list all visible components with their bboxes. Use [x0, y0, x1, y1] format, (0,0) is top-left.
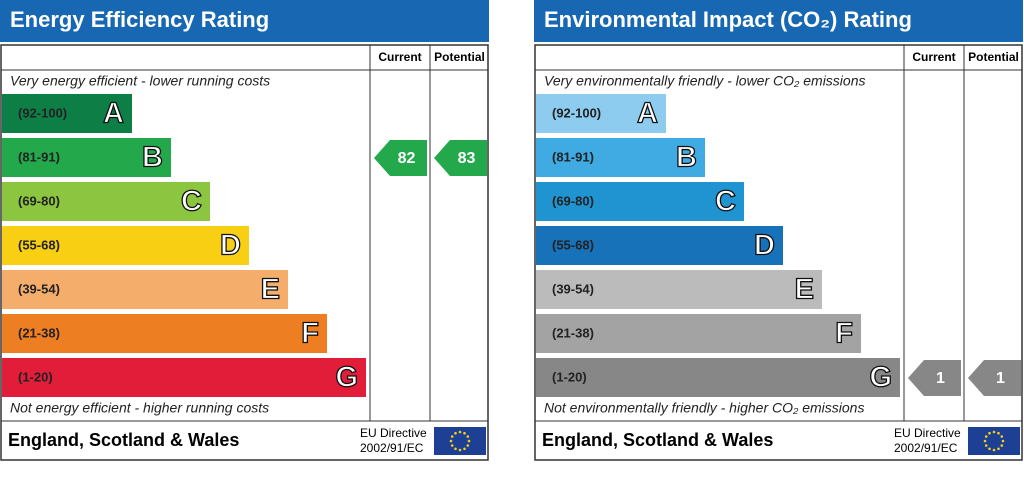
column-header: Current	[378, 50, 421, 64]
eu-star	[1000, 444, 1004, 447]
bottom-note: Not energy efficient - higher running co…	[10, 400, 269, 416]
band-letter: A	[637, 98, 658, 130]
band-letter: E	[261, 274, 280, 306]
table-frame	[534, 44, 1023, 461]
eu-star	[466, 444, 470, 447]
rating-band	[2, 182, 210, 221]
panel-title: Energy Efficiency Rating	[10, 7, 269, 32]
eu-star	[992, 448, 996, 452]
rating-arrow	[434, 140, 487, 176]
top-note: Very environmentally friendly - lower CO…	[544, 73, 865, 89]
rating-band	[2, 358, 366, 397]
band-range: (55-68)	[552, 237, 594, 252]
rating-panel: Energy Efficiency Rating Current Potential…	[0, 0, 489, 461]
rating-band	[536, 94, 666, 133]
rating-value: 1	[996, 370, 1005, 387]
rating-band	[2, 94, 132, 133]
rating-band	[536, 182, 744, 221]
band-range: (1-20)	[552, 369, 587, 384]
directive-line: 2002/91/EC	[360, 441, 424, 455]
table-frame	[0, 44, 489, 461]
band-letter: F	[835, 318, 853, 350]
band-range: (69-80)	[18, 193, 60, 208]
eu-star	[458, 448, 462, 452]
band-letter: G	[335, 362, 358, 394]
panel-title: Environmental Impact (CO₂) Rating	[544, 7, 912, 32]
rating-band	[536, 358, 900, 397]
eu-star	[454, 447, 457, 451]
title-bar	[534, 0, 1023, 42]
directive-line: EU Directive	[360, 426, 427, 440]
band-letter: G	[869, 362, 892, 394]
eu-star	[450, 444, 454, 447]
eu-star	[992, 430, 996, 434]
eu-star	[997, 431, 1000, 435]
band-range: (69-80)	[552, 193, 594, 208]
rating-value: 83	[458, 150, 476, 167]
band-letter: C	[181, 186, 202, 218]
eu-star	[454, 431, 457, 435]
eu-star	[997, 447, 1000, 451]
rating-band	[2, 138, 171, 177]
footer-text: England, Scotland & Wales	[542, 430, 773, 450]
band-letter: D	[220, 230, 241, 262]
column-header: Potential	[968, 50, 1019, 64]
column-header: Current	[912, 50, 955, 64]
band-letter: A	[103, 98, 124, 130]
band-range: (21-38)	[552, 325, 594, 340]
band-letter: E	[795, 274, 814, 306]
band-letter: B	[142, 142, 163, 174]
band-letter: C	[715, 186, 736, 218]
eu-star	[984, 435, 988, 438]
eu-star	[1000, 435, 1004, 438]
band-range: (1-20)	[18, 369, 53, 384]
rating-arrow	[968, 360, 1021, 396]
band-range: (39-54)	[18, 281, 60, 296]
eu-star	[458, 430, 462, 434]
eu-star	[450, 435, 454, 438]
band-range: (21-38)	[18, 325, 60, 340]
band-range: (81-91)	[18, 149, 60, 164]
band-letter: D	[754, 230, 775, 262]
band-letter: B	[676, 142, 697, 174]
eu-star	[449, 439, 453, 443]
directive-line: 2002/91/EC	[894, 441, 958, 455]
eu-star	[988, 447, 991, 451]
eu-star	[466, 435, 470, 438]
rating-panel: Environmental Impact (CO₂) Rating Current…	[534, 0, 1023, 461]
eu-star	[463, 431, 466, 435]
eu-star	[463, 447, 466, 451]
rating-band	[536, 138, 705, 177]
band-range: (81-91)	[552, 149, 594, 164]
eu-star	[1001, 439, 1005, 443]
rating-band	[536, 314, 861, 353]
band-letter: F	[301, 318, 319, 350]
band-range: (55-68)	[18, 237, 60, 252]
eu-star	[988, 431, 991, 435]
rating-band	[2, 314, 327, 353]
rating-arrow	[908, 360, 961, 396]
rating-band	[2, 226, 249, 265]
band-range: (92-100)	[552, 105, 601, 120]
band-range: (92-100)	[18, 105, 67, 120]
rating-band	[2, 270, 288, 309]
rating-arrow	[374, 140, 427, 176]
rating-band	[536, 270, 822, 309]
rating-value: 1	[936, 370, 945, 387]
rating-band	[536, 226, 783, 265]
title-bar	[0, 0, 489, 42]
eu-star	[467, 439, 471, 443]
eu-star	[983, 439, 987, 443]
top-note: Very energy efficient - lower running co…	[10, 73, 270, 89]
band-range: (39-54)	[552, 281, 594, 296]
eu-star	[984, 444, 988, 447]
column-header: Potential	[434, 50, 485, 64]
rating-value: 82	[398, 150, 416, 167]
directive-line: EU Directive	[894, 426, 961, 440]
footer-text: England, Scotland & Wales	[8, 430, 239, 450]
bottom-note: Not environmentally friendly - higher CO…	[544, 400, 864, 416]
